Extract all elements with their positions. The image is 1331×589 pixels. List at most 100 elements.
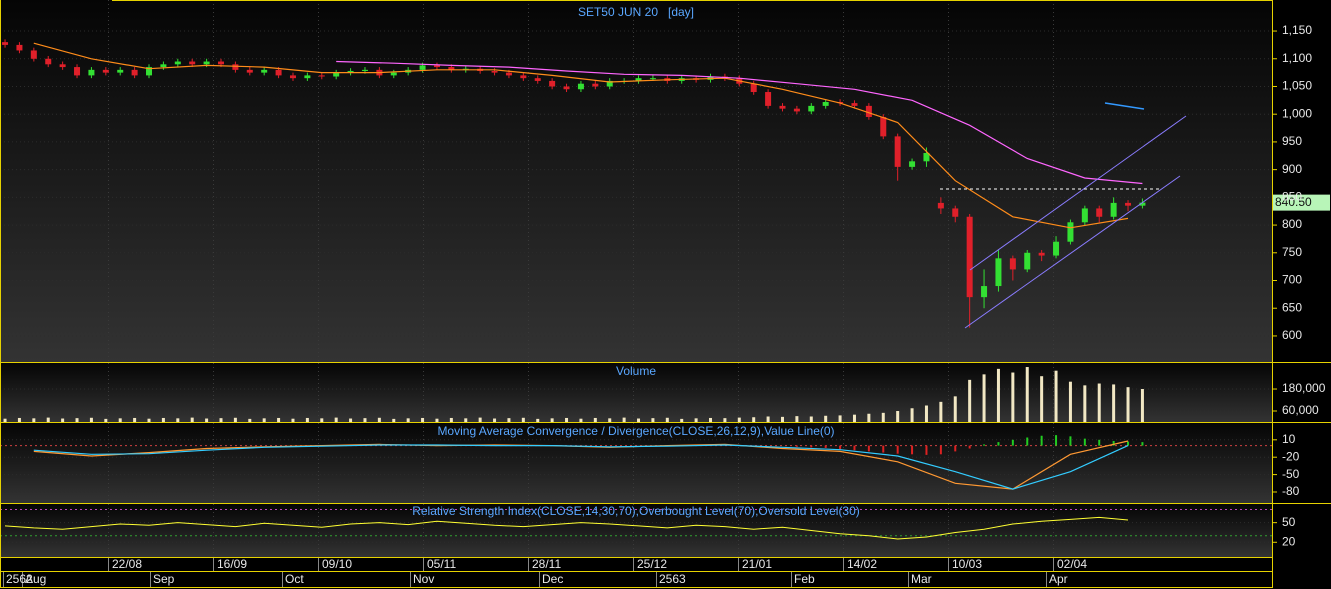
month-label: Apr [1049,572,1068,586]
y-tick-label: 750 [1282,245,1302,259]
y-tick-label: 10 [1282,432,1296,446]
candle-body [289,75,296,79]
volume-bar [406,418,410,422]
candle-body [261,69,268,73]
volume-bar [536,418,540,422]
candle-body [1139,202,1146,206]
volume-bar [867,413,871,422]
volume-bar [1025,367,1029,422]
candle-body [59,64,66,68]
volume-bar [349,418,353,422]
volume-bar [176,418,180,422]
histogram-bar [1083,438,1086,446]
volume-bar [305,417,309,422]
candle-body [822,102,829,106]
histogram-bar [867,445,870,452]
candle-body [491,70,498,73]
candle-body [361,69,368,71]
volume-bar [291,418,295,422]
volume-bar [61,418,65,422]
volume-bar [1083,385,1087,422]
candle-body [534,78,541,81]
candle-body [1110,202,1117,217]
histogram-bar [839,445,842,450]
candle-body [189,61,196,65]
candle-body [246,69,253,73]
date-label: 09/10 [322,557,352,571]
histogram-bar [1055,435,1058,446]
month-label: Dec [542,572,563,586]
volume-bar [665,417,669,422]
histogram-bar [896,445,899,454]
y-tick-label: 1,050 [1282,79,1312,93]
candle-body [995,258,1002,287]
candle-body [966,216,973,298]
candle-body [16,44,23,51]
candle-body [549,80,556,87]
candle-body [433,65,440,68]
volume-bar [953,396,957,422]
volume-bar [219,418,223,422]
volume-bar [478,417,482,422]
y-tick-label: 1,150 [1282,23,1312,37]
histogram-bar [968,445,971,449]
volume-bar [248,418,252,422]
y-tick-label: 600 [1282,328,1302,342]
candle-body [592,83,599,87]
month-label: 2563 [659,572,686,586]
volume-bar [118,418,122,422]
candle-body [74,67,81,76]
candle-body [102,69,109,73]
y-tick-label: 800 [1282,217,1302,231]
volume-bar [17,417,21,422]
candle-body [117,69,124,73]
candle-body [203,61,210,65]
volume-bar [1097,383,1101,422]
y-tick-label: 850 [1282,190,1302,204]
histogram-bar [1098,439,1101,446]
volume-bar [1068,381,1072,422]
histogram-bar [1127,441,1130,446]
macd-title: Moving Average Convergence / Divergence(… [437,424,834,438]
rsi-panel [0,504,1272,557]
candle-body [419,65,426,70]
candle-body [30,50,37,59]
histogram-bar [824,445,827,448]
candle-body [520,75,527,79]
candle-body [793,108,800,112]
volume-bar [133,417,137,422]
histogram-bar [954,445,957,452]
month-label: 2562 [6,572,33,586]
volume-bar [910,408,914,422]
date-label: 28/11 [532,557,561,571]
y-tick-label: 20 [1282,534,1296,548]
histogram-bar [795,445,798,447]
candle-body [1009,258,1016,270]
volume-panel [0,363,1272,422]
date-label: 02/04 [1057,557,1087,571]
marks: 840.50 [0,39,1330,540]
drawn-lines [940,102,1187,329]
volume-bar [233,417,237,422]
histogram-bar [911,445,914,455]
y-tick-label: 50 [1282,515,1296,529]
short-line [1104,102,1145,110]
macd-panel [0,423,1272,503]
volume-bar [565,417,569,422]
y-tick-label: 1,000 [1282,106,1312,120]
histogram-bar [997,442,1000,446]
candle-body [635,78,642,81]
candle-body [808,105,815,112]
y-tick-label: 180,000 [1282,381,1326,395]
volume-bar [593,417,597,422]
volume-bar [680,418,684,422]
volume-bar [89,417,93,422]
volume-bar [104,418,108,422]
volume-bar [709,417,713,422]
volume-bar [435,418,439,422]
histogram-bar [1112,440,1115,446]
candle-body [1096,208,1103,217]
candle-body [865,105,872,117]
